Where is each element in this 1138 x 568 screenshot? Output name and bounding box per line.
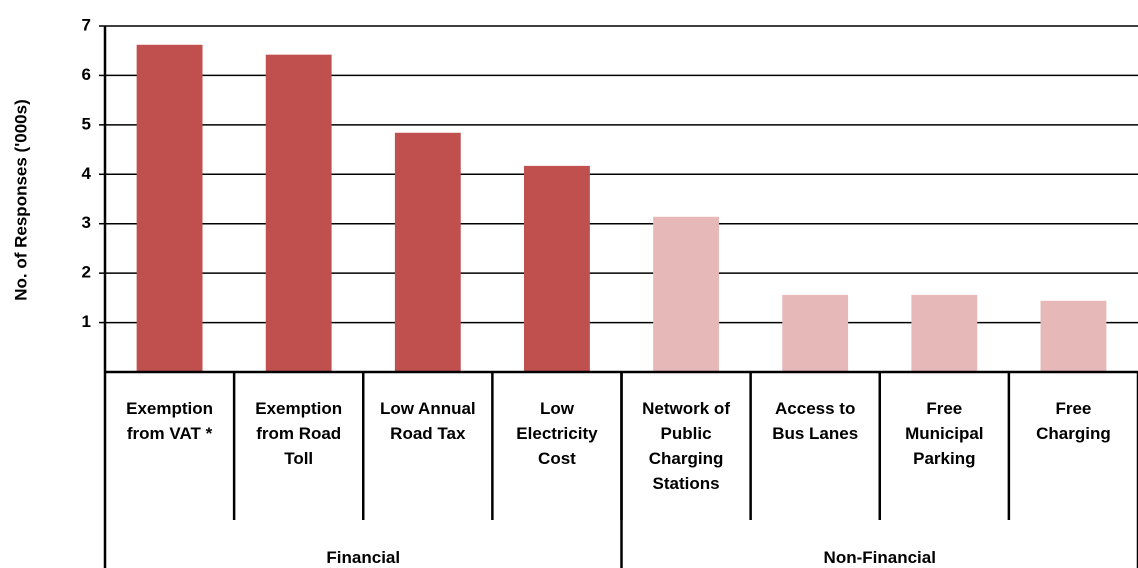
y-tick-label: 2	[82, 263, 91, 282]
x-tick-label: Exemption from VAT *	[126, 399, 214, 443]
x-tick-label: Free Charging	[1036, 399, 1111, 443]
bar	[136, 44, 203, 372]
group-label: Non-Financial	[823, 548, 936, 567]
y-tick-label: 7	[82, 15, 91, 34]
x-tick-label: Network of Public Charging Stations	[642, 399, 730, 493]
y-tick-label: 4	[82, 164, 92, 183]
y-axis-title: No. of Responses ('000s)	[11, 99, 30, 301]
bar	[911, 294, 978, 372]
x-tick-label: Free Municipal Parking	[905, 399, 984, 468]
bar	[1040, 300, 1107, 372]
bar	[653, 216, 719, 372]
group-label: Financial	[326, 548, 401, 567]
bar	[265, 54, 332, 372]
y-tick-label: 3	[82, 213, 91, 232]
bar	[524, 165, 590, 372]
x-tick-label: Low Annual Road Tax	[379, 399, 476, 443]
y-tick-label: 5	[82, 114, 91, 133]
x-tick-label: Low Electricity Cost	[516, 399, 598, 468]
x-tick-label: Exemption from Road Toll	[255, 399, 343, 468]
bar	[782, 294, 849, 372]
x-tick-label: Access to Bus Lanes	[772, 399, 859, 443]
y-tick-label: 6	[82, 65, 91, 84]
y-tick-label: 1	[82, 312, 91, 331]
bar	[394, 132, 461, 372]
